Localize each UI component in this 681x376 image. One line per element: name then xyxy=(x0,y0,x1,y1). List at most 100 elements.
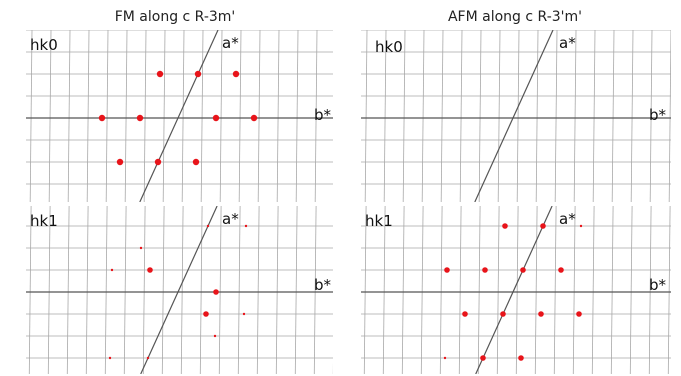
grid-line-oblique xyxy=(104,206,108,374)
grid-line-oblique xyxy=(313,206,317,374)
grid-line-oblique xyxy=(180,206,184,374)
panel-afm-hk0: hk0 a* b* xyxy=(361,30,671,202)
grid-line-oblique xyxy=(199,206,203,374)
grid-line-oblique xyxy=(364,30,368,202)
a-star-label: a* xyxy=(559,34,576,52)
diffraction-spot xyxy=(110,268,114,272)
b-star-label: b* xyxy=(314,276,332,294)
grid-line-oblique xyxy=(515,206,519,374)
grid-line-oblique xyxy=(295,30,299,202)
grid-line-oblique xyxy=(497,30,501,202)
diffraction-spot xyxy=(192,158,200,166)
grid-line-oblique xyxy=(572,206,576,374)
grid-line-oblique xyxy=(383,30,387,202)
grid-line-oblique xyxy=(161,206,165,374)
diffraction-spot xyxy=(558,267,564,273)
diffraction-spot xyxy=(242,312,246,316)
grid-line-oblique xyxy=(629,206,633,374)
grid-line-oblique xyxy=(630,30,634,202)
grid-line-oblique xyxy=(668,30,671,202)
grid-line-oblique xyxy=(592,30,596,202)
grid-line-oblique xyxy=(610,206,614,374)
diffraction-spot xyxy=(98,114,106,122)
plane-label: hk0 xyxy=(375,38,403,56)
reciprocal-lattice-afm-hk1 xyxy=(361,206,671,374)
grid-line-oblique xyxy=(218,206,222,374)
grid-line-oblique xyxy=(402,30,406,202)
column-title-fm: FM along c R-3m' xyxy=(114,9,236,25)
diffraction-spot xyxy=(147,267,153,273)
grid-line-oblique xyxy=(219,30,223,202)
diffraction-spot xyxy=(206,224,210,228)
grid-line-oblique xyxy=(28,206,32,374)
grid-line-oblique xyxy=(294,206,298,374)
grid-line-oblique xyxy=(237,206,241,374)
grid-line-oblique xyxy=(238,30,242,202)
grid-lines xyxy=(361,30,671,202)
panel-afm-hk1: hk1 a* b* xyxy=(361,206,671,374)
grid-line-oblique xyxy=(440,30,444,202)
reciprocal-lattice-afm-hk0 xyxy=(361,30,671,202)
diffraction-spot xyxy=(136,114,144,122)
diffraction-spot xyxy=(194,70,202,78)
panel-fm-hk1: hk1 a* b* xyxy=(26,206,333,374)
diffraction-spot xyxy=(520,267,526,273)
plane-label: hk1 xyxy=(30,212,58,230)
grid-line-oblique xyxy=(420,206,424,374)
diffraction-spot xyxy=(540,223,546,229)
diffraction-spot xyxy=(213,289,219,295)
grid-lines xyxy=(26,206,333,374)
grid-line-oblique xyxy=(573,30,577,202)
grid-line-oblique xyxy=(591,206,595,374)
diffraction-spot xyxy=(139,246,143,250)
a-star-axis xyxy=(475,206,553,374)
panel-fm-hk0: hk0 a* b* xyxy=(26,30,333,202)
grid-line-oblique xyxy=(143,30,147,202)
grid-line-oblique xyxy=(47,206,51,374)
a-star-axis xyxy=(140,206,218,374)
diffraction-spot xyxy=(502,223,508,229)
grid-line-oblique xyxy=(648,206,652,374)
plane-label: hk1 xyxy=(365,212,393,230)
grid-line-oblique xyxy=(48,30,52,202)
grid-line-oblique xyxy=(256,206,260,374)
grid-line-oblique xyxy=(401,206,405,374)
diffraction-spot xyxy=(213,334,217,338)
grid-line-oblique xyxy=(86,30,90,202)
grid-line-oblique xyxy=(554,30,558,202)
diffraction-spot xyxy=(244,224,248,228)
a-star-axis xyxy=(474,30,554,202)
reciprocal-lattice-fm-hk0 xyxy=(26,30,333,202)
diffraction-spots xyxy=(108,224,248,360)
grid-line-oblique xyxy=(478,30,482,202)
grid-line-oblique xyxy=(534,206,538,374)
diffraction-spot xyxy=(156,70,164,78)
grid-line-oblique xyxy=(123,206,127,374)
grid-line-oblique xyxy=(477,206,481,374)
diffraction-spot xyxy=(444,267,450,273)
grid-line-oblique xyxy=(200,30,204,202)
grid-line-oblique xyxy=(611,30,615,202)
grid-line-oblique xyxy=(67,30,71,202)
grid-line-oblique xyxy=(363,206,367,374)
diffraction-spot xyxy=(212,114,220,122)
grid-line-oblique xyxy=(66,206,70,374)
grid-line-oblique xyxy=(314,30,318,202)
a-star-label: a* xyxy=(559,210,576,228)
diffraction-spot xyxy=(576,311,582,317)
grid-line-oblique xyxy=(275,206,279,374)
b-star-label: b* xyxy=(649,106,667,124)
grid-lines xyxy=(361,206,671,374)
diffraction-spots xyxy=(443,223,583,361)
a-star-label: a* xyxy=(222,210,239,228)
diffraction-spot xyxy=(232,70,240,78)
grid-line-oblique xyxy=(162,30,166,202)
diffraction-spot xyxy=(146,356,150,360)
grid-line-oblique xyxy=(85,206,89,374)
diffraction-spot xyxy=(203,311,209,317)
a-star-label: a* xyxy=(222,34,239,52)
grid-line-oblique xyxy=(496,206,500,374)
grid-line-oblique xyxy=(181,30,185,202)
diffraction-spot xyxy=(250,114,258,122)
diffraction-spots xyxy=(98,70,258,166)
